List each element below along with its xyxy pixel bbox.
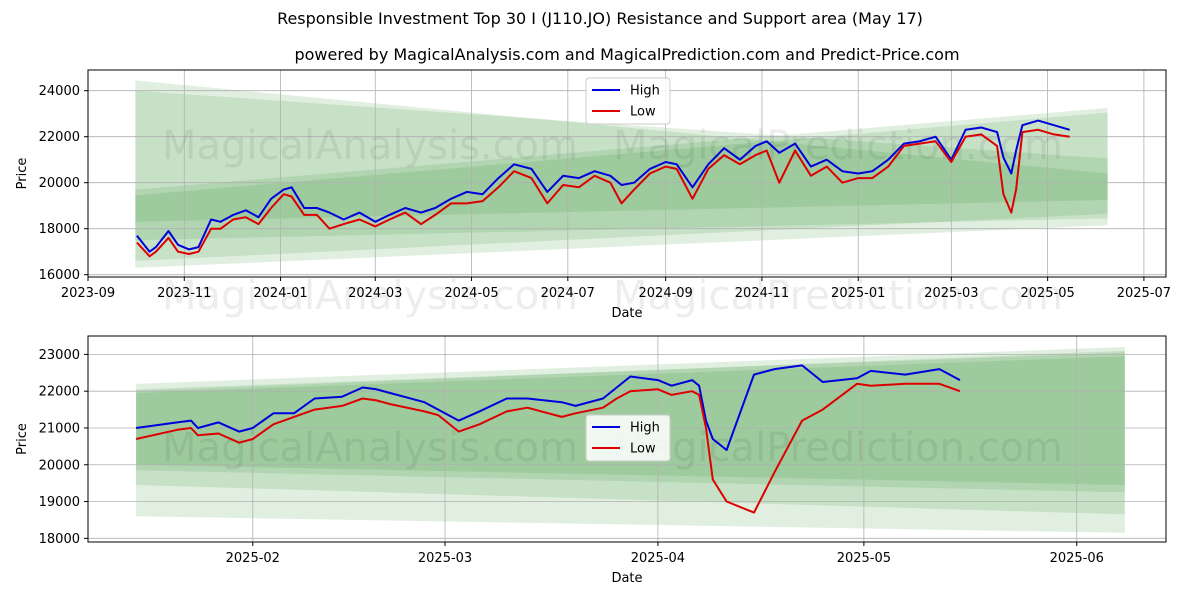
y-tick-label: 16000: [39, 268, 80, 283]
y-tick-label: 20000: [39, 176, 80, 191]
series-line-low: [136, 128, 1070, 258]
y-tick-label: 23000: [39, 348, 80, 363]
sr-band-2: [135, 107, 1108, 241]
legend-label-high: High: [630, 84, 660, 99]
axes-frame: [87, 335, 1167, 543]
series-line-high: [136, 119, 1070, 253]
x-tick-label: 2024-09: [639, 286, 693, 301]
x-tick-label: 2025-03: [924, 286, 978, 301]
legend-label-low: Low: [630, 442, 656, 457]
watermark: MagicalAnalysis.com: [162, 425, 578, 471]
legend-label-high: High: [630, 421, 660, 436]
x-tick-label: 2023-09: [61, 286, 115, 301]
axes-frame: [87, 69, 1167, 278]
x-tick-label: 2024-01: [253, 286, 307, 301]
x-tick-label: 2024-05: [444, 286, 498, 301]
watermark: MagicalAnalysis.com: [162, 273, 578, 319]
x-tick-label: 2025-01: [831, 286, 885, 301]
y-tick-label: 18000: [39, 222, 80, 237]
x-tick-label: 2025-03: [418, 551, 472, 566]
x-axis-label: Date: [611, 306, 642, 321]
y-axis-label: Price: [15, 423, 30, 455]
x-tick-label: 2023-11: [157, 286, 211, 301]
x-tick-label: 2024-03: [348, 286, 402, 301]
x-axis-label: Date: [611, 571, 642, 586]
watermark: MagicalPrediction.com: [613, 425, 1063, 471]
x-tick-label: 2025-02: [226, 551, 280, 566]
y-tick-label: 19000: [39, 495, 80, 510]
y-tick-label: 18000: [39, 532, 80, 547]
y-tick-label: 24000: [39, 84, 80, 99]
x-tick-label: 2025-05: [1020, 286, 1074, 301]
y-tick-label: 22000: [39, 130, 80, 145]
legend-label-low: Low: [630, 105, 656, 120]
y-tick-label: 20000: [39, 458, 80, 473]
chart-title: Responsible Investment Top 30 I (J110.JO…: [277, 9, 923, 28]
sr-band-3: [135, 112, 1108, 222]
x-tick-label: 2025-06: [1050, 551, 1104, 566]
y-tick-label: 22000: [39, 385, 80, 400]
x-tick-label: 2025-04: [631, 551, 685, 566]
y-tick-label: 21000: [39, 421, 80, 436]
sr-band-1: [135, 90, 1108, 261]
x-tick-label: 2025-05: [837, 551, 891, 566]
x-tick-label: 2024-07: [541, 286, 595, 301]
chart-subtitle: powered by MagicalAnalysis.com and Magic…: [294, 45, 960, 64]
watermark: MagicalPrediction.com: [613, 123, 1063, 169]
series-line-high: [135, 364, 961, 451]
x-tick-label: 2025-07: [1117, 286, 1171, 301]
x-tick-label: 2024-11: [735, 286, 789, 301]
top-chart: MagicalAnalysis.com MagicalPrediction.com…: [15, 69, 1171, 321]
series-line-low: [135, 382, 961, 514]
watermark: MagicalPrediction.com: [613, 273, 1063, 319]
bottom-chart: MagicalAnalysis.com MagicalPrediction.com…: [15, 335, 1167, 586]
watermark: MagicalAnalysis.com: [162, 123, 578, 169]
y-axis-label: Price: [15, 158, 30, 190]
